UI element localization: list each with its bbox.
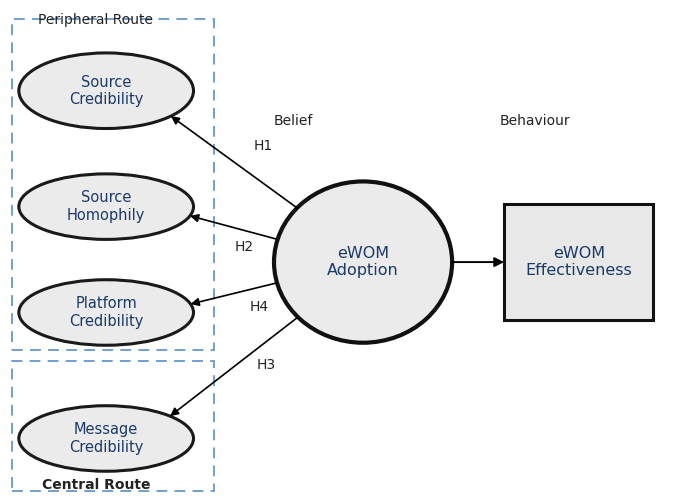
Text: H2: H2: [234, 240, 253, 254]
Text: Central Route: Central Route: [42, 478, 151, 492]
Text: eWOM
Effectiveness: eWOM Effectiveness: [525, 246, 632, 278]
Text: Peripheral Route: Peripheral Route: [38, 13, 153, 27]
Text: Behaviour: Behaviour: [500, 114, 571, 128]
Ellipse shape: [274, 181, 452, 343]
Text: H4: H4: [250, 300, 269, 314]
Text: Platform
Credibility: Platform Credibility: [69, 296, 143, 329]
Ellipse shape: [18, 406, 194, 471]
Ellipse shape: [18, 174, 194, 239]
Ellipse shape: [18, 280, 194, 345]
Text: eWOM
Adoption: eWOM Adoption: [327, 246, 399, 278]
Text: H1: H1: [253, 139, 273, 153]
Text: Source
Credibility: Source Credibility: [69, 75, 143, 107]
Text: H3: H3: [257, 358, 276, 372]
Bar: [504, 204, 653, 320]
Text: Message
Credibility: Message Credibility: [69, 422, 143, 455]
Text: Source
Homophily: Source Homophily: [67, 191, 145, 223]
Ellipse shape: [18, 53, 194, 129]
Bar: [12, 19, 214, 350]
Text: Belief: Belief: [274, 114, 313, 128]
Bar: [12, 361, 214, 491]
